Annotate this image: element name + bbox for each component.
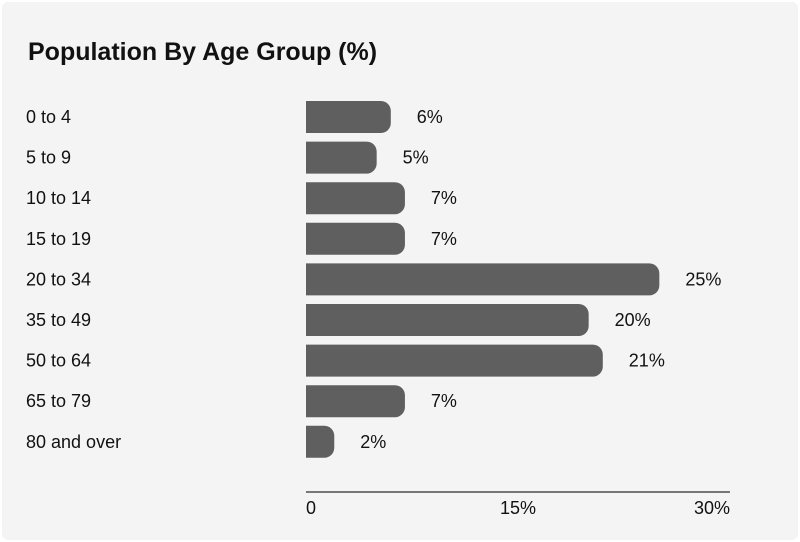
bar [306, 222, 405, 255]
x-axis-ticks: 0 15% 30% [306, 498, 730, 518]
bar [306, 385, 405, 418]
value-labels: 6%5%7%7%25%20%21%7%2% [360, 107, 721, 452]
bar [306, 141, 377, 174]
category-label: 5 to 9 [26, 148, 71, 168]
category-labels: 0 to 4 5 to 9 10 to 14 15 to 19 20 to 34 35 t… [26, 107, 121, 452]
bar-value-label: 7% [431, 188, 457, 208]
category-label: 35 to 49 [26, 310, 91, 330]
bar-value-label: 20% [615, 310, 651, 330]
category-label: 15 to 19 [26, 229, 91, 249]
category-label: 20 to 34 [26, 269, 91, 289]
bar-value-label: 5% [403, 148, 429, 168]
bar [306, 101, 391, 133]
bar-value-label: 2% [360, 432, 386, 452]
bar-value-label: 25% [685, 269, 721, 289]
bar-value-label: 6% [417, 107, 443, 127]
bar [306, 263, 660, 296]
bar [306, 304, 589, 336]
category-label: 10 to 14 [26, 188, 91, 208]
x-tick-label: 30% [694, 498, 730, 518]
x-tick-label: 15% [500, 498, 536, 518]
category-label: 65 to 79 [26, 391, 91, 411]
category-label: 50 to 64 [26, 351, 91, 371]
bar-value-label: 21% [629, 351, 665, 371]
bar-value-label: 7% [431, 229, 457, 249]
category-label: 0 to 4 [26, 107, 71, 127]
bars [306, 101, 660, 458]
bar [306, 182, 405, 215]
bar [306, 344, 603, 377]
bar-value-label: 7% [431, 391, 457, 411]
bar [306, 425, 335, 458]
x-tick-label: 0 [306, 498, 316, 518]
chart-title: Population By Age Group (%) [28, 38, 378, 66]
category-label: 80 and over [26, 432, 121, 452]
